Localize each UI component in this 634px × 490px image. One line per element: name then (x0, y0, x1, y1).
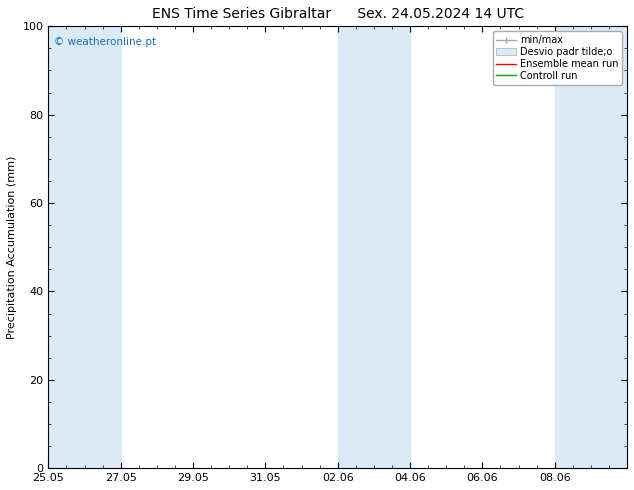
Title: ENS Time Series Gibraltar      Sex. 24.05.2024 14 UTC: ENS Time Series Gibraltar Sex. 24.05.202… (152, 7, 524, 21)
Bar (338, 26, 410, 468)
Bar (48, 26, 120, 468)
Legend: min/max, Desvio padr tilde;o, Ensemble mean run, Controll run: min/max, Desvio padr tilde;o, Ensemble m… (493, 31, 622, 85)
Y-axis label: Precipitation Accumulation (mm): Precipitation Accumulation (mm) (7, 155, 17, 339)
Text: © weatheronline.pt: © weatheronline.pt (54, 37, 156, 48)
Bar (555, 26, 627, 468)
